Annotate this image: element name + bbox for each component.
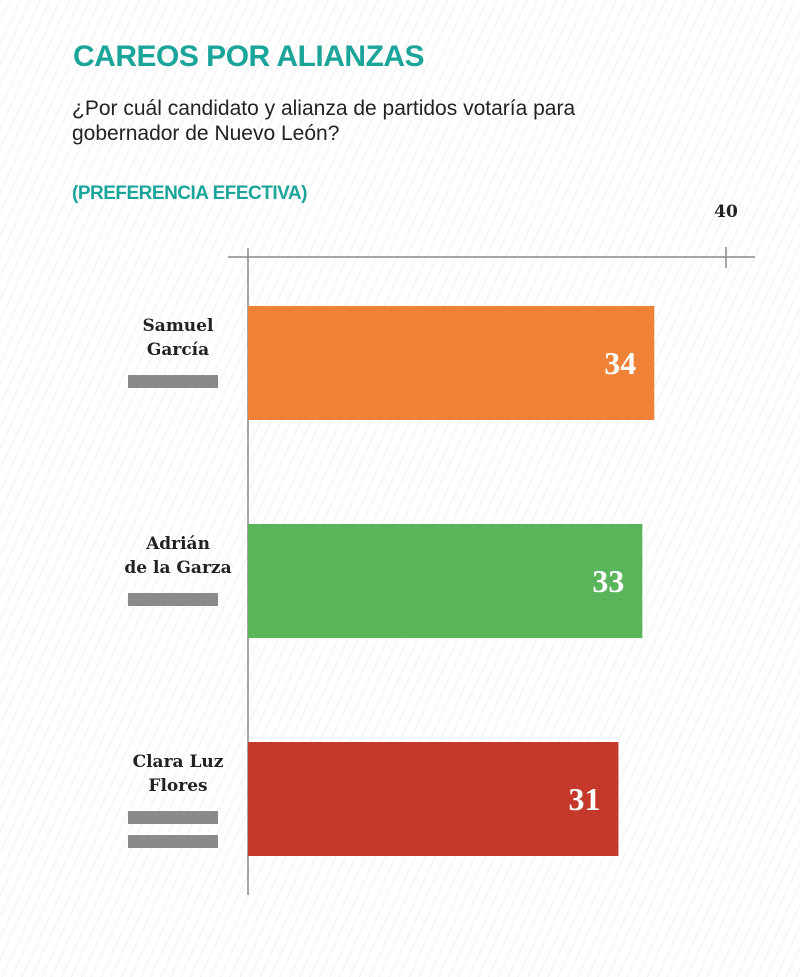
category-label-1-line-2: García [147, 340, 209, 360]
chart-title: CAREOS POR ALIANZAS [73, 40, 425, 73]
x-tick-label-40: 40 [714, 202, 738, 222]
party-logo-2-1 [128, 593, 218, 606]
party-logo-3-1 [128, 811, 218, 824]
bar-2 [248, 524, 643, 638]
chart-subtitle: (PREFERENCIA EFECTIVA) [72, 183, 307, 204]
category-label-3-line-1: Clara Luz [133, 752, 224, 772]
survey-question: ¿Por cuál candidato y alianza de partido… [72, 97, 576, 145]
category-label-1-line-1: Samuel [143, 316, 214, 336]
bar-value-label-1: 34 [604, 345, 636, 381]
bar-value-label-3: 31 [568, 781, 600, 817]
category-label-2-line-1: Adrián [145, 534, 210, 554]
bar-3 [248, 742, 619, 856]
category-label-3-line-2: Flores [148, 776, 207, 796]
bar-1 [248, 306, 655, 420]
category-label-2-line-2: de la Garza [124, 558, 231, 578]
bar-layer: 34 33 31 [248, 306, 655, 856]
label-layer: Samuel García Adrián de la Garza Clara Luz Fl… [124, 316, 232, 848]
party-logo-3-2 [128, 835, 218, 848]
party-logo-1-1 [128, 375, 218, 388]
bar-value-label-2: 33 [592, 563, 624, 599]
